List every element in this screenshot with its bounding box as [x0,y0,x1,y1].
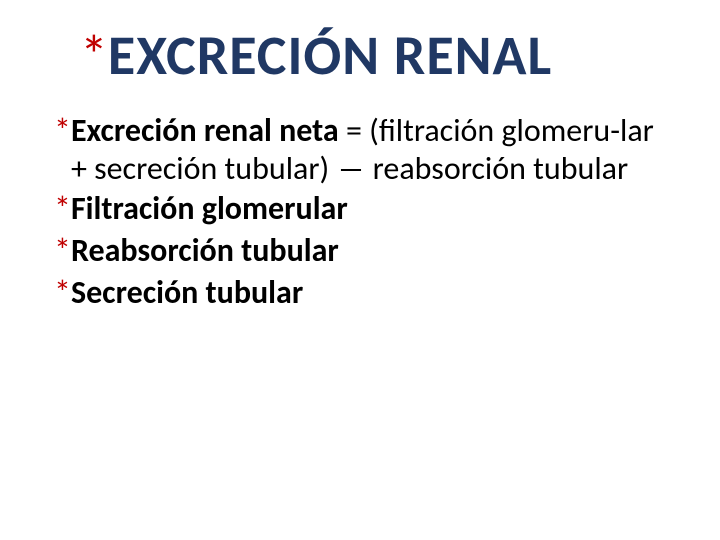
bullet-run-bold: Reabsorción tubular [71,231,339,270]
bullet-text: Filtración glomerular [71,190,348,228]
bullet-text: Secreción tubular [71,274,303,312]
slide-body: * Excreción renal neta = (filtración glo… [54,112,656,314]
bullet-item: * Reabsorción tubular [54,232,656,272]
bullet-star-icon: * [54,274,71,314]
bullet-item: * Excreción renal neta = (filtración glo… [54,112,656,188]
bullet-run-bold: Filtración glomerular [71,189,348,228]
bullet-run-bold: Excreción renal neta [71,111,339,150]
title-text: EXCRECIÓN RENAL [108,28,552,84]
title-bullet-star-icon: * [80,28,108,84]
slide: * EXCRECIÓN RENAL * Excreción renal neta… [0,0,720,540]
bullet-item: * Filtración glomerular [54,190,656,230]
bullet-star-icon: * [54,112,71,152]
bullet-text: Excreción renal neta = (filtración glome… [71,112,656,188]
bullet-star-icon: * [54,190,71,230]
bullet-run-bold: Secreción tubular [71,273,303,312]
slide-title: * EXCRECIÓN RENAL [80,28,720,84]
bullet-star-icon: * [54,232,71,272]
bullet-item: * Secreción tubular [54,274,656,314]
bullet-text: Reabsorción tubular [71,232,339,270]
